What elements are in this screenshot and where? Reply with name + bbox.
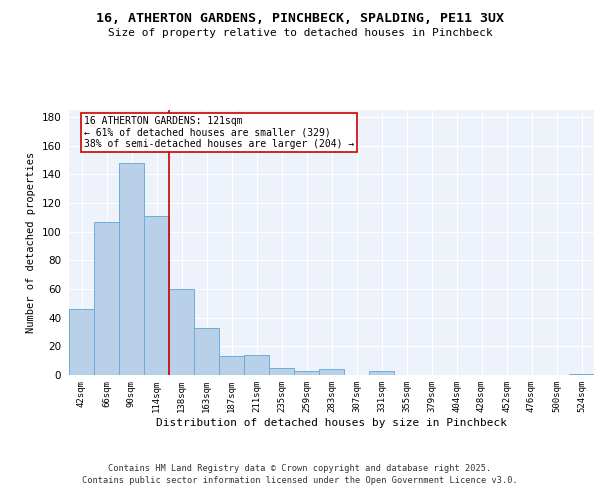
Text: Size of property relative to detached houses in Pinchbeck: Size of property relative to detached ho… [107, 28, 493, 38]
Bar [69, 309, 94, 375]
Text: 16 ATHERTON GARDENS: 121sqm
← 61% of detached houses are smaller (329)
38% of se: 16 ATHERTON GARDENS: 121sqm ← 61% of det… [83, 116, 354, 149]
Bar [244, 355, 269, 375]
Bar [294, 370, 319, 375]
Y-axis label: Number of detached properties: Number of detached properties [26, 152, 36, 333]
Bar [569, 374, 594, 375]
Bar [169, 289, 194, 375]
Bar [144, 216, 169, 375]
Text: 16, ATHERTON GARDENS, PINCHBECK, SPALDING, PE11 3UX: 16, ATHERTON GARDENS, PINCHBECK, SPALDIN… [96, 12, 504, 26]
Bar [219, 356, 244, 375]
Bar [369, 370, 394, 375]
Bar [319, 370, 344, 375]
Bar [269, 368, 294, 375]
X-axis label: Distribution of detached houses by size in Pinchbeck: Distribution of detached houses by size … [156, 418, 507, 428]
Text: Contains public sector information licensed under the Open Government Licence v3: Contains public sector information licen… [82, 476, 518, 485]
Text: Contains HM Land Registry data © Crown copyright and database right 2025.: Contains HM Land Registry data © Crown c… [109, 464, 491, 473]
Bar [119, 163, 144, 375]
Bar [94, 222, 119, 375]
Bar [194, 328, 219, 375]
